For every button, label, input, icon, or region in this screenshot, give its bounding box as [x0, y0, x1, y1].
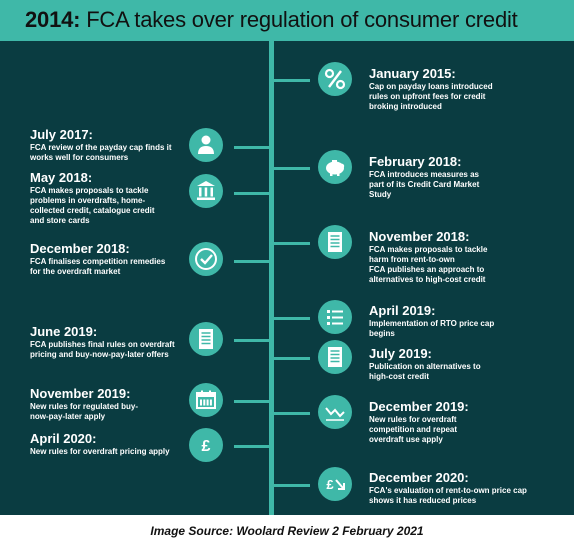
event-description: FCA publishes final rules on overdraft p…	[30, 340, 175, 359]
document-icon	[189, 322, 223, 356]
timeline-line	[269, 41, 274, 515]
timeline-panel	[0, 41, 574, 515]
timeline-tick	[234, 445, 269, 448]
svg-text:£: £	[326, 477, 334, 492]
timeline-tick	[234, 400, 269, 403]
timeline-tick	[274, 317, 310, 320]
svg-text:£: £	[202, 438, 211, 455]
title-banner	[0, 0, 574, 41]
checklist-icon	[318, 300, 352, 334]
piggy-bank-icon	[318, 150, 352, 184]
document-icon	[318, 340, 352, 374]
event-description: FCA review of the payday cap finds it wo…	[30, 143, 172, 162]
checkmark-icon	[189, 242, 223, 276]
timeline-tick	[274, 242, 310, 245]
timeline-tick	[274, 79, 310, 82]
event-description: Publication on alternatives to high-cost…	[369, 362, 481, 381]
timeline-tick	[234, 146, 269, 149]
event-description: New rules for overdraft competition and …	[369, 415, 458, 444]
event-title: May 2018:	[30, 170, 93, 185]
event-description: FCA makes proposals to tackle harm from …	[369, 245, 488, 284]
event-title: June 2019:	[30, 324, 98, 339]
event-title: December 2019:	[369, 399, 469, 414]
percent-icon	[318, 62, 352, 96]
bank-building-icon	[189, 174, 223, 208]
timeline-tick	[234, 339, 269, 342]
title-text: FCA takes over regulation of consumer cr…	[80, 7, 518, 32]
person-icon	[189, 128, 223, 162]
event-title: July 2017:	[30, 127, 93, 142]
timeline-tick	[274, 167, 310, 170]
event-description: FCA makes proposals to tackle problems i…	[30, 186, 155, 225]
event-title: April 2020:	[30, 431, 97, 446]
calendar-icon	[189, 383, 223, 417]
event-description: New rules for regulated buy-now-pay-late…	[30, 402, 139, 421]
timeline-tick	[234, 192, 269, 195]
pound-down-icon: £	[318, 467, 352, 501]
event-title: January 2015:	[369, 66, 456, 81]
event-description: Implementation of RTO price cap begins	[369, 319, 495, 338]
event-title: December 2018:	[30, 241, 130, 256]
event-title: February 2018:	[369, 154, 462, 169]
title-year: 2014:	[25, 7, 81, 32]
event-description: FCA finalises competition remedies for t…	[30, 257, 166, 276]
timeline-tick	[274, 357, 310, 360]
trend-line-icon	[318, 395, 352, 429]
event-title: November 2019:	[30, 386, 131, 401]
event-description: Cap on payday loans introduced rules on …	[369, 82, 493, 111]
document-icon	[318, 225, 352, 259]
event-description: New rules for overdraft pricing apply	[30, 447, 170, 456]
pound-icon: £	[189, 428, 223, 462]
timeline-tick	[274, 484, 310, 487]
event-title: November 2018:	[369, 229, 470, 244]
event-description: FCA introduces measures as part of its C…	[369, 170, 480, 199]
event-title: December 2020:	[369, 470, 469, 485]
event-description: FCA's evaluation of rent-to-own price ca…	[369, 486, 527, 505]
timeline-tick	[274, 412, 310, 415]
page-title: 2014: FCA takes over regulation of consu…	[25, 7, 518, 33]
image-source-caption: Image Source: Woolard Review 2 February …	[150, 524, 424, 538]
event-title: April 2019:	[369, 303, 436, 318]
event-title: July 2019:	[369, 346, 432, 361]
timeline-tick	[234, 260, 269, 263]
